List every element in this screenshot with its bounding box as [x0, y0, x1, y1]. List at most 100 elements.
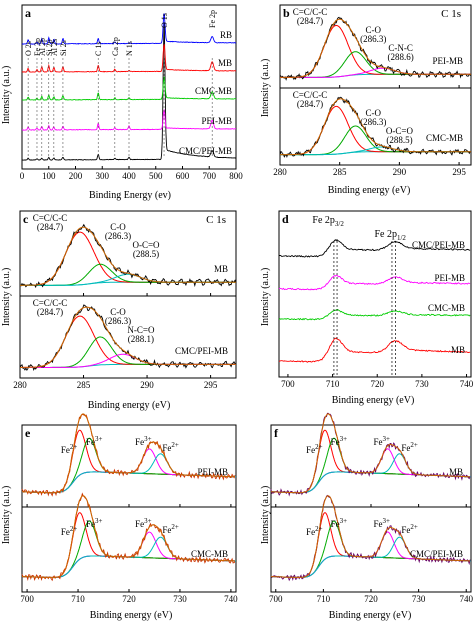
peak-annotation-c-0-0: C=C/C-C: [33, 213, 68, 223]
series-label-a-3: MB: [218, 58, 232, 68]
xtick-label-d-740: 740: [460, 379, 474, 389]
peak-annotation-b-0-5: (288.6): [388, 52, 414, 62]
envelope-e-0: [22, 413, 236, 494]
element-label-c: C 1s: [206, 214, 226, 226]
peak-annotation-e-0-1: Fe3+: [86, 435, 103, 447]
envelope-f-0: [271, 413, 471, 494]
series-label-a-0: CMC/PEI-MB: [179, 146, 232, 156]
envelope-e-1: [21, 495, 236, 578]
xtick-label-f-1-700: 700: [269, 594, 283, 604]
spectrum-e-0: [21, 413, 236, 497]
peak-annotation-c-1-1: (284.7): [37, 307, 63, 317]
peak-annotation-c-1-5: (288.1): [128, 334, 154, 344]
component-peak-f-0-2: [271, 448, 471, 494]
xtick-label-f-1-730: 730: [412, 594, 426, 604]
peak-annotation-b-0-2: C-O: [365, 25, 381, 35]
plot-frame-b-1: [279, 87, 472, 166]
panel-label-a: a: [25, 6, 31, 20]
panel-label-b: b: [283, 6, 290, 20]
sample-label-e-1: CMC-MB: [191, 549, 228, 559]
peak-annotation-c-1-4: N-C=O: [127, 325, 155, 335]
sample-label-c-1: CMC/PEI-MB: [175, 346, 228, 356]
xtick-label-e-1-700: 700: [20, 594, 34, 604]
xtick-label-c-1-295: 295: [204, 380, 218, 390]
peak-annotation-b-1-3: (286.3): [360, 117, 386, 127]
xtick-label-a-0: 0: [20, 171, 25, 181]
peak-annotation-f-1-3: Fe2+: [401, 523, 418, 535]
plot-frame-d: [278, 210, 472, 378]
sample-label-f-0: MB: [449, 467, 463, 477]
annotation-d-0: Fe 2p3/2: [312, 215, 344, 228]
peak-annotation-b-0-3: (286.3): [360, 34, 386, 44]
peak-label-a-2: O 2s: [24, 41, 33, 56]
series-label-a-4: RB: [220, 30, 232, 40]
peak-annotation-b-1-4: O-C=O: [386, 126, 414, 136]
panel-label-c: c: [23, 212, 29, 226]
series-label-a-2: CMC-MB: [195, 86, 232, 96]
xtick-label-a-200: 200: [69, 171, 83, 181]
peak-label-a-5: Si 2p: [45, 39, 54, 56]
spectrum-c-1: [19, 304, 237, 372]
panel-label-f: f: [274, 426, 279, 440]
xtick-label-c-1-290: 290: [140, 380, 154, 390]
xtick-label-b-1-295: 295: [452, 167, 466, 177]
envelope-c-1: [20, 306, 236, 368]
peak-annotation-c-0-4: O-C=O: [132, 240, 160, 250]
peak-annotation-c-0-3: (286.3): [105, 231, 131, 241]
ylabel-f: Intensity (a.u.): [260, 486, 271, 545]
xtick-label-c-1-280: 280: [13, 380, 27, 390]
peak-annotation-e-1-3: Fe2+: [162, 523, 179, 535]
peak-annotation-f-0-1: Fe3+: [331, 435, 348, 447]
xtick-label-f-1-710: 710: [317, 594, 331, 604]
ylabel-c: Intensity (a.u.): [1, 268, 12, 327]
series-label-d-0: CMC/PEI-MB: [412, 240, 465, 250]
peak-annotation-c-0-2: C-O: [110, 222, 126, 232]
peak-label-a-1: Fe 2p: [208, 10, 217, 28]
xtick-label-f-1-720: 720: [364, 594, 378, 604]
peak-annotation-b-0-4: C-N-C: [388, 43, 413, 53]
component-peak-e-0-1: [22, 437, 236, 494]
envelope-f-1: [270, 495, 471, 578]
xtick-label-b-1-290: 290: [393, 167, 407, 177]
xlabel-d: Binding energy (eV): [332, 395, 415, 406]
peak-annotation-c-1-0: C=C/C-C: [33, 298, 68, 308]
peak-annotation-f-1-0: Fe2+: [306, 525, 323, 537]
peak-annotation-c-0-1: (284.7): [37, 222, 63, 232]
spectrum-f-1: [270, 494, 471, 582]
peak-annotation-e-1-0: Fe2+: [61, 525, 78, 537]
xtick-label-d-720: 720: [370, 379, 384, 389]
series-d-cmc-pei-mb: [278, 239, 471, 258]
series-d-pei-mb: [278, 274, 471, 291]
plot-frame-f-0: [270, 424, 472, 508]
xtick-label-d-730: 730: [415, 379, 429, 389]
component-peak-f-1-0: [271, 512, 471, 578]
peak-annotation-e-0-0: Fe2+: [61, 443, 78, 455]
series-a-pei-mb: [21, 109, 236, 131]
peak-annotation-f-1-1: Fe3+: [331, 517, 348, 529]
xtick-label-b-1-285: 285: [333, 167, 347, 177]
xlabel-c: Binding energy (eV): [88, 400, 171, 411]
peak-annotation-b-1-2: C-O: [365, 108, 381, 118]
peak-annotation-b-1-1: (284.7): [297, 99, 323, 109]
ylabel-a: Intensity (a.u.): [1, 66, 12, 125]
series-a-cmc-pei-mb: [22, 22, 237, 161]
component-peak-e-0-0: [22, 429, 236, 494]
peak-label-a-6: Al 2s: [50, 39, 59, 56]
xlabel-b: Binding energy (eV): [328, 185, 411, 196]
peak-annotation-e-1-1: Fe3+: [86, 517, 103, 529]
series-label-d-2: CMC-MB: [428, 303, 465, 313]
peak-label-a-7: Si 2s: [59, 40, 68, 56]
sample-label-b-0: PEI-MB: [432, 56, 463, 66]
sample-label-f-1: CMC/PEI-MB: [410, 549, 463, 559]
xtick-label-a-400: 400: [122, 171, 136, 181]
series-label-a-1: PEI-MB: [201, 116, 232, 126]
xtick-label-e-1-730: 730: [173, 594, 187, 604]
plot-frame-e-0: [21, 424, 237, 508]
ylabel-d: Intensity (a.u.): [260, 268, 271, 327]
envelope-b-1: [280, 98, 471, 156]
component-peak-f-0-3: [271, 453, 471, 494]
peak-label-a-10: N 1s: [125, 41, 134, 56]
xtick-label-e-1-710: 710: [71, 594, 85, 604]
xtick-label-a-500: 500: [149, 171, 163, 181]
xtick-label-a-100: 100: [42, 171, 56, 181]
